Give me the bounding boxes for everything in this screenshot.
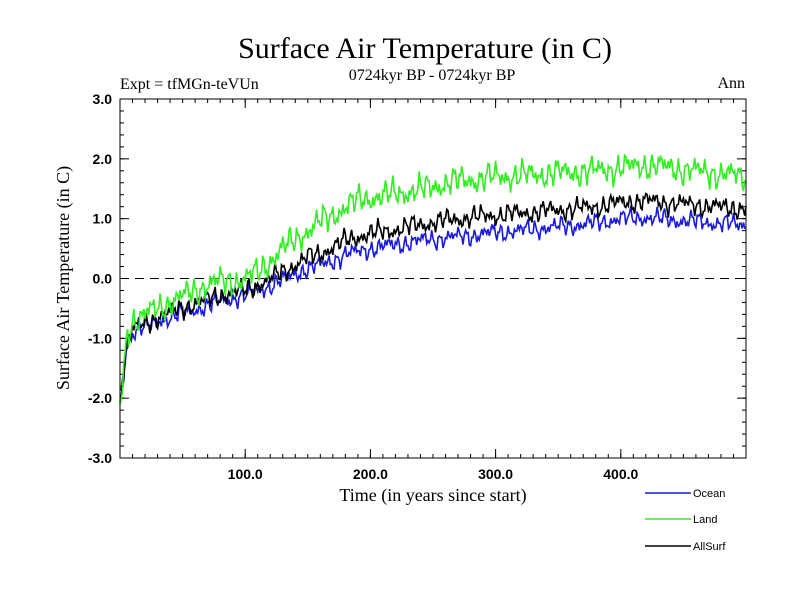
legend: Ocean Land AllSurf — [645, 488, 726, 553]
x-tick-label: 100.0 — [228, 466, 263, 482]
x-tick-label: 200.0 — [353, 466, 388, 482]
series-line-land — [119, 153, 747, 405]
y-tick-label: 3.0 — [93, 91, 113, 107]
plot-frame — [119, 98, 747, 459]
y-tick-label: 1.0 — [93, 211, 113, 227]
x-tick-label: 300.0 — [478, 466, 513, 482]
x-axis-label: Time (in years since start) — [339, 485, 526, 506]
legend-label-allsurf: AllSurf — [693, 541, 726, 553]
plot-area: 100.0 200.0 300.0 400.0 -3.0 -2.0 -1.0 0.0 1.0 2.… — [88, 91, 747, 482]
y-tick-label: -3.0 — [88, 450, 112, 466]
legend-label-ocean: Ocean — [693, 488, 725, 500]
x-tick-label: 400.0 — [603, 466, 638, 482]
season-label: Ann — [717, 75, 745, 92]
chart-subtitle: 0724kyr BP - 0724kyr BP — [349, 67, 516, 84]
series-line-allsurf — [119, 192, 747, 402]
chart-title: Surface Air Temperature (in C) — [238, 32, 612, 65]
y-tick-label: -2.0 — [88, 390, 112, 406]
y-tick-label: -1.0 — [88, 330, 112, 346]
series-line-ocean — [119, 205, 747, 392]
y-tick-label: 2.0 — [93, 151, 113, 167]
expt-label: Expt = tfMGn-teVUn — [120, 76, 259, 93]
y-tick-label: 0.0 — [93, 271, 113, 287]
y-axis-label: Surface Air Temperature (in C) — [53, 166, 74, 390]
legend-label-land: Land — [693, 514, 717, 526]
